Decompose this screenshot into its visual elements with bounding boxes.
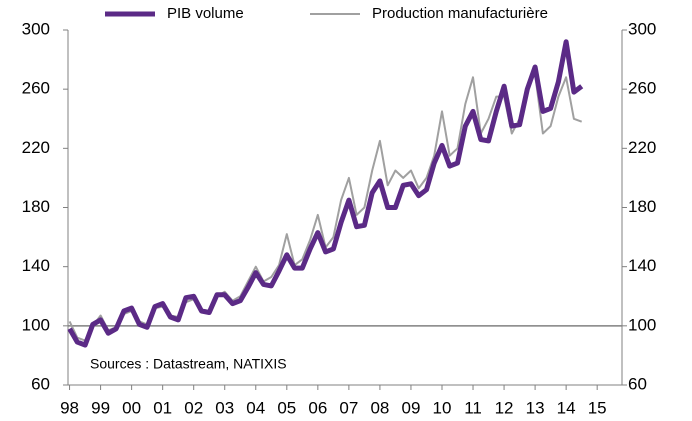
x-tick-label: 99	[91, 398, 110, 417]
y-tick-label: 60	[31, 374, 50, 393]
y-tick-label: 180	[22, 197, 50, 216]
y-tick-label: 100	[22, 315, 50, 334]
x-tick-label: 04	[246, 398, 265, 417]
y-tick-label: 260	[22, 79, 50, 98]
y2-tick-label: 220	[628, 138, 656, 157]
x-tick-label: 98	[60, 398, 79, 417]
x-tick-label: 05	[277, 398, 296, 417]
series-line	[68, 73, 583, 342]
y2-tick-label: 60	[628, 374, 647, 393]
y2-tick-label: 260	[628, 79, 656, 98]
y2-tick-label: 140	[628, 256, 656, 275]
x-tick-label: 11	[464, 398, 482, 417]
x-tick-label: 01	[153, 398, 172, 417]
x-tick-label: 07	[339, 398, 358, 417]
x-tick-label: 03	[215, 398, 234, 417]
x-tick-label: 13	[526, 398, 545, 417]
x-tick-label: 12	[495, 398, 514, 417]
x-tick-label: 15	[588, 398, 607, 417]
legend-label: Production manufacturière	[372, 5, 548, 22]
x-tick-label: 08	[370, 398, 389, 417]
legend-label: PIB volume	[167, 5, 244, 22]
y2-tick-label: 300	[628, 19, 656, 38]
y-tick-label: 140	[22, 256, 50, 275]
series-line	[67, 39, 584, 348]
x-tick-label: 00	[122, 398, 141, 417]
annotation: Sources : Datastream, NATIXIS	[90, 356, 287, 372]
y-tick-label: 300	[22, 19, 50, 38]
y2-tick-label: 100	[628, 315, 656, 334]
y-tick-label: 220	[22, 138, 50, 157]
x-tick-label: 09	[401, 398, 420, 417]
x-tick-label: 02	[184, 398, 203, 417]
y2-tick-label: 180	[628, 197, 656, 216]
x-tick-label: 06	[308, 398, 327, 417]
x-tick-label: 10	[433, 398, 452, 417]
x-tick-label: 14	[557, 398, 576, 417]
